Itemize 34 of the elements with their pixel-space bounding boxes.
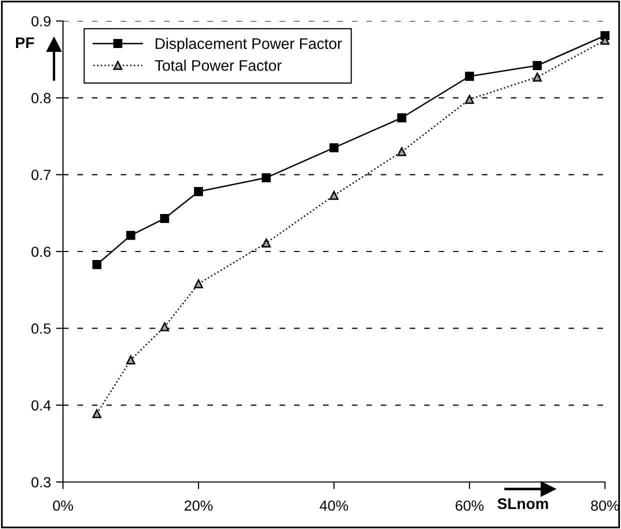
point bbox=[126, 355, 136, 364]
point bbox=[532, 61, 542, 70]
point bbox=[397, 147, 406, 156]
x-tick-label: 60% bbox=[456, 500, 484, 511]
point bbox=[194, 187, 204, 196]
point bbox=[464, 72, 474, 81]
point bbox=[329, 143, 339, 152]
x-tick-label: 40% bbox=[320, 500, 348, 511]
y-tick-label: 0.7 bbox=[31, 170, 50, 180]
y-tick-label: 0.3 bbox=[31, 477, 51, 488]
point bbox=[92, 260, 102, 270]
y-axis-title: PF bbox=[16, 37, 34, 48]
y-tick-label: 0.6 bbox=[31, 246, 51, 257]
x-tick-label: 80% bbox=[591, 500, 620, 511]
y-tick-label: 0.5 bbox=[31, 323, 51, 334]
point bbox=[464, 94, 474, 104]
point bbox=[532, 72, 542, 82]
y-tick-label: 0.9 bbox=[31, 16, 51, 26]
point bbox=[126, 230, 136, 240]
legend-label: Displacement Power Factor bbox=[156, 38, 342, 52]
point bbox=[397, 113, 406, 122]
y-tick-label: 0.4 bbox=[31, 400, 51, 411]
legend-label: Total Power Factor bbox=[154, 60, 282, 71]
x-tick-label: 20% bbox=[184, 500, 213, 511]
point bbox=[262, 173, 271, 182]
x-tick-label: 0% bbox=[53, 500, 74, 511]
point bbox=[194, 279, 204, 288]
point bbox=[92, 409, 102, 418]
point bbox=[160, 322, 170, 332]
x-axis-title: SLnom bbox=[498, 498, 548, 510]
point bbox=[160, 214, 170, 223]
point bbox=[329, 190, 339, 200]
point bbox=[262, 238, 271, 248]
y-tick-label: 0.8 bbox=[31, 92, 51, 104]
